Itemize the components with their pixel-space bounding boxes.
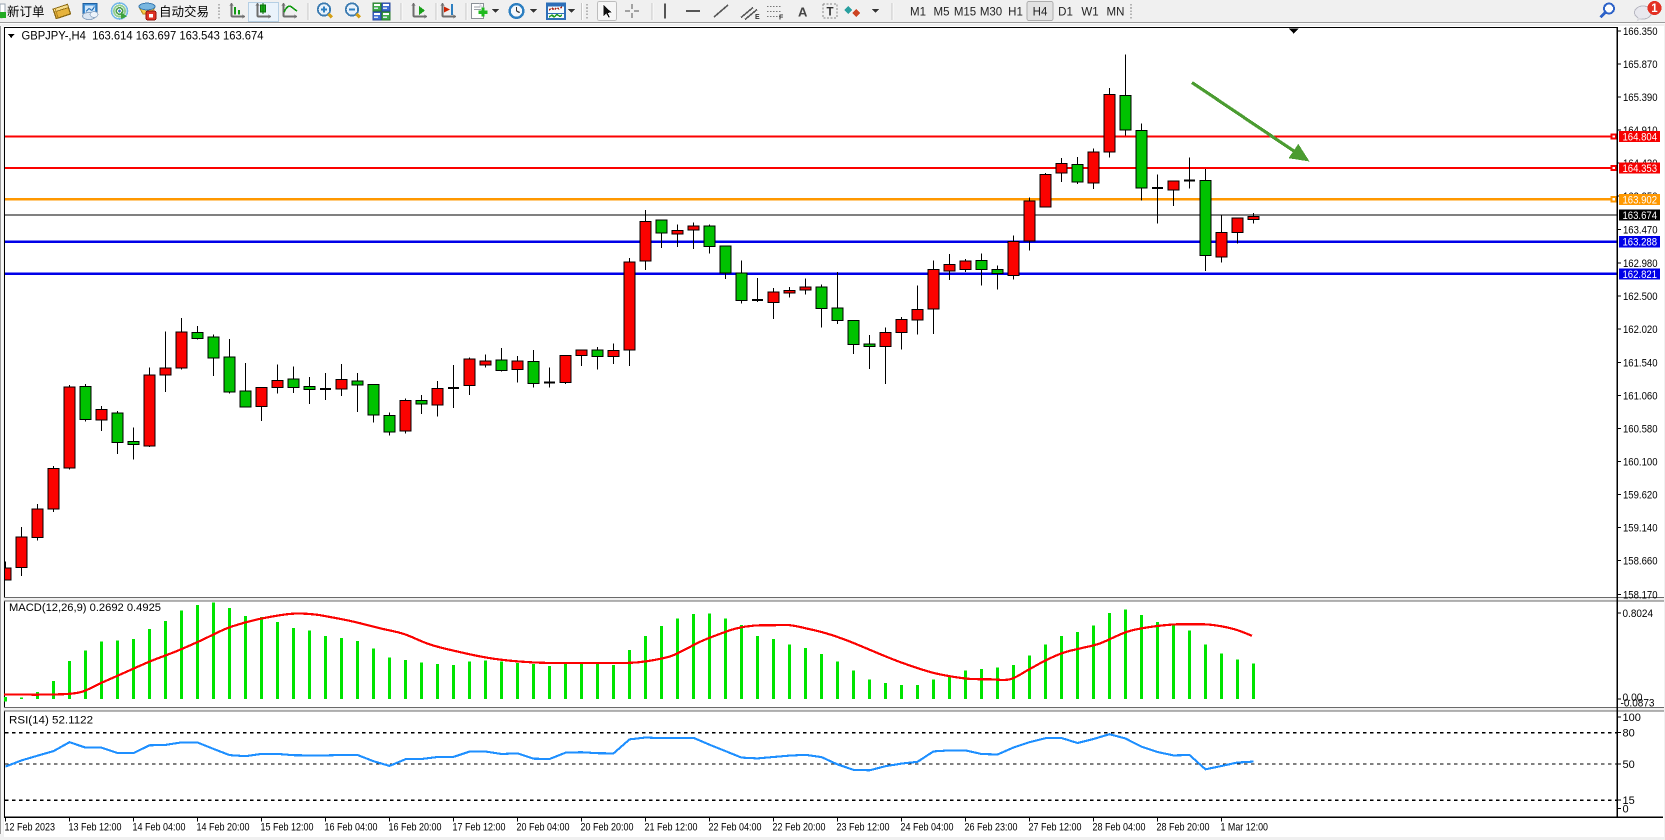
- svg-text:16 Feb 20:00: 16 Feb 20:00: [389, 822, 442, 834]
- svg-text:163.674: 163.674: [1623, 210, 1658, 222]
- svg-text:164.804: 164.804: [1623, 132, 1658, 144]
- svg-text:165.390: 165.390: [1623, 92, 1658, 104]
- svg-text:RSI(14) 52.1122: RSI(14) 52.1122: [9, 715, 93, 727]
- svg-text:T: T: [827, 7, 834, 19]
- svg-text:1: 1: [1651, 3, 1658, 15]
- svg-text:22 Feb 04:00: 22 Feb 04:00: [709, 822, 762, 834]
- svg-text:M15: M15: [954, 7, 976, 19]
- svg-text:W1: W1: [1081, 7, 1098, 19]
- svg-text:H4: H4: [1033, 7, 1048, 19]
- svg-text:21 Feb 12:00: 21 Feb 12:00: [645, 822, 698, 834]
- svg-text:160.100: 160.100: [1623, 457, 1658, 469]
- svg-text:166.350: 166.350: [1623, 26, 1658, 38]
- svg-text:-0.0873: -0.0873: [1621, 698, 1655, 710]
- svg-text:新订单: 新订单: [7, 4, 45, 19]
- svg-text:161.540: 161.540: [1623, 357, 1658, 369]
- svg-text:28 Feb 20:00: 28 Feb 20:00: [1157, 822, 1210, 834]
- svg-text:163.470: 163.470: [1623, 224, 1658, 236]
- svg-text:50: 50: [1623, 759, 1635, 771]
- svg-text:27 Feb 12:00: 27 Feb 12:00: [1029, 822, 1082, 834]
- svg-text:MACD(12,26,9) 0.2692 0.4925: MACD(12,26,9) 0.2692 0.4925: [9, 602, 161, 614]
- svg-text:A: A: [798, 5, 808, 20]
- svg-text:M30: M30: [980, 7, 1002, 19]
- svg-text:M5: M5: [934, 7, 950, 19]
- svg-text:158.170: 158.170: [1623, 590, 1658, 602]
- svg-text:159.620: 159.620: [1623, 490, 1658, 502]
- svg-text:12 Feb 2023: 12 Feb 2023: [5, 822, 56, 834]
- svg-text:159.140: 159.140: [1623, 523, 1658, 535]
- svg-text:H1: H1: [1008, 7, 1023, 19]
- svg-text:F: F: [779, 15, 784, 22]
- svg-text:MN: MN: [1107, 7, 1125, 19]
- svg-text:14 Feb 20:00: 14 Feb 20:00: [197, 822, 250, 834]
- svg-text:E: E: [755, 14, 760, 21]
- svg-text:158.660: 158.660: [1623, 556, 1658, 568]
- svg-text:24 Feb 04:00: 24 Feb 04:00: [901, 822, 954, 834]
- svg-text:163.902: 163.902: [1623, 194, 1658, 206]
- svg-text:16 Feb 04:00: 16 Feb 04:00: [325, 822, 378, 834]
- svg-text:163.288: 163.288: [1623, 237, 1658, 249]
- svg-text:28 Feb 04:00: 28 Feb 04:00: [1093, 822, 1146, 834]
- svg-text:161.060: 161.060: [1623, 390, 1658, 402]
- svg-text:15: 15: [1623, 795, 1635, 807]
- svg-text:162.821: 162.821: [1623, 269, 1658, 281]
- svg-text:D1: D1: [1058, 7, 1073, 19]
- svg-text:0.00: 0.00: [1623, 692, 1643, 704]
- svg-text:164.353: 164.353: [1623, 163, 1658, 175]
- svg-text:M1: M1: [910, 7, 926, 19]
- svg-text:22 Feb 20:00: 22 Feb 20:00: [773, 822, 826, 834]
- svg-text:23 Feb 12:00: 23 Feb 12:00: [837, 822, 890, 834]
- svg-text:1 Mar 12:00: 1 Mar 12:00: [1221, 822, 1269, 834]
- svg-text:13 Feb 12:00: 13 Feb 12:00: [69, 822, 122, 834]
- svg-text:100: 100: [1623, 712, 1641, 724]
- svg-text:0: 0: [1623, 803, 1629, 815]
- svg-text:20 Feb 04:00: 20 Feb 04:00: [517, 822, 570, 834]
- svg-text:17 Feb 12:00: 17 Feb 12:00: [453, 822, 506, 834]
- svg-text:162.980: 162.980: [1623, 258, 1658, 270]
- svg-text:自动交易: 自动交易: [159, 4, 209, 19]
- svg-text:20 Feb 20:00: 20 Feb 20:00: [581, 822, 634, 834]
- svg-text:80: 80: [1623, 728, 1635, 740]
- svg-text:15 Feb 12:00: 15 Feb 12:00: [261, 822, 314, 834]
- svg-text:GBPJPY-,H4 163.614 163.697 16: GBPJPY-,H4 163.614 163.697 163.543 163.6…: [22, 31, 265, 43]
- svg-text:26 Feb 23:00: 26 Feb 23:00: [965, 822, 1018, 834]
- svg-text:0.8024: 0.8024: [1623, 608, 1654, 620]
- svg-text:165.870: 165.870: [1623, 59, 1658, 71]
- svg-text:162.500: 162.500: [1623, 291, 1658, 303]
- svg-text:162.020: 162.020: [1623, 324, 1658, 336]
- svg-text:14 Feb 04:00: 14 Feb 04:00: [133, 822, 186, 834]
- svg-text:160.580: 160.580: [1623, 423, 1658, 435]
